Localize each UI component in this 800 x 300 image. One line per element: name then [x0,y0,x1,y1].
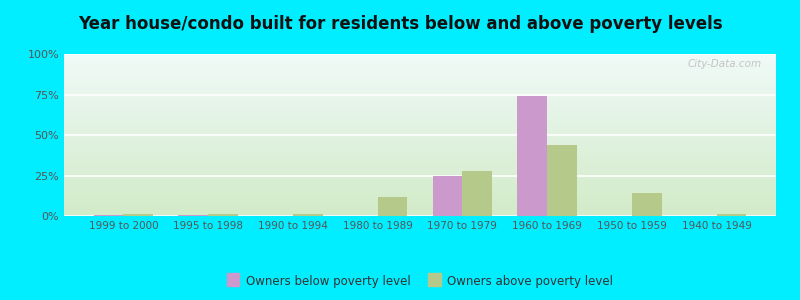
Text: City-Data.com: City-Data.com [688,59,762,69]
Bar [717,214,746,216]
Bar [518,96,547,216]
Bar [547,145,577,216]
Bar [178,215,208,216]
Bar [293,214,322,216]
Bar [632,193,662,216]
Bar [462,171,492,216]
Bar [433,176,462,216]
Bar [378,196,407,216]
Legend: Owners below poverty level, Owners above poverty level: Owners below poverty level, Owners above… [221,269,619,294]
Text: Year house/condo built for residents below and above poverty levels: Year house/condo built for residents bel… [78,15,722,33]
Bar [123,214,153,216]
Bar [208,214,238,216]
Bar [94,215,123,216]
